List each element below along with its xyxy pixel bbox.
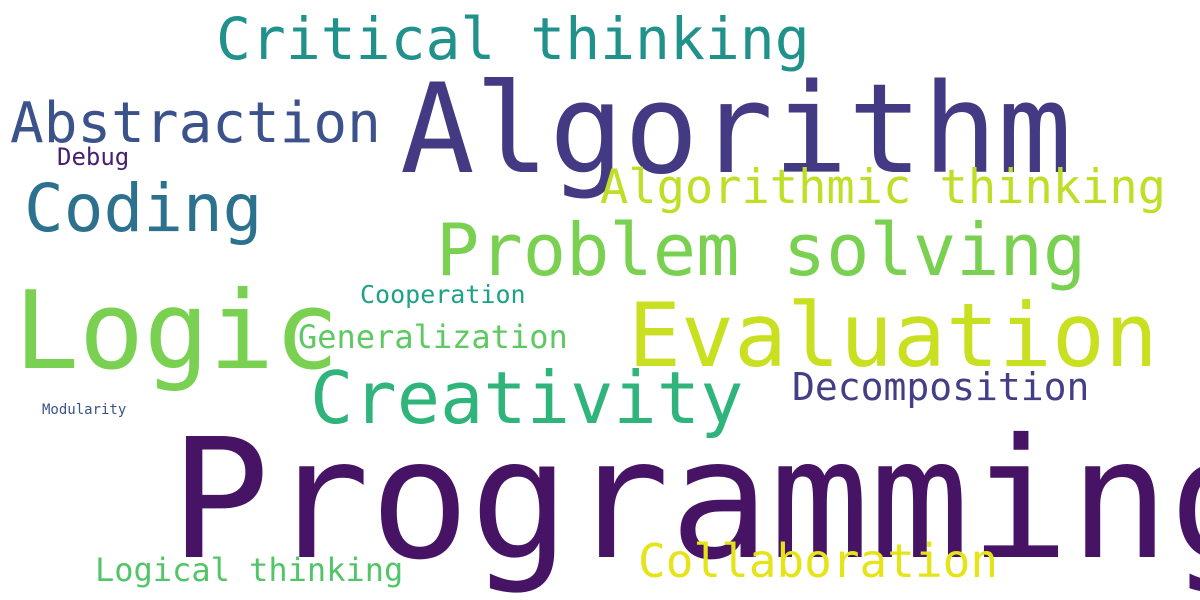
word-programming: Programming bbox=[170, 404, 1200, 597]
word-algorithm: Algorithm bbox=[400, 58, 1072, 202]
word-coding: Coding bbox=[24, 170, 263, 247]
word-modularity: Modularity bbox=[42, 402, 127, 418]
word-logical-thinking: Logical thinking bbox=[95, 551, 404, 589]
word-problem-solving: Problem solving bbox=[436, 208, 1087, 292]
word-logic: Logic bbox=[14, 269, 340, 394]
word-critical-thinking: Critical thinking bbox=[216, 5, 810, 73]
word-creativity: Creativity bbox=[310, 356, 744, 440]
word-collaboration: Collaboration bbox=[638, 534, 999, 588]
word-generalization: Generalization bbox=[298, 318, 568, 356]
word-algorithmic-thinking: Algorithmic thinking bbox=[600, 160, 1166, 215]
word-evaluation: Evaluation bbox=[628, 284, 1158, 387]
word-abstraction: Abstraction bbox=[10, 91, 381, 156]
word-debug: Debug bbox=[57, 143, 130, 171]
word-cooperation: Cooperation bbox=[360, 280, 526, 309]
word-decomposition: Decomposition bbox=[792, 365, 1090, 409]
